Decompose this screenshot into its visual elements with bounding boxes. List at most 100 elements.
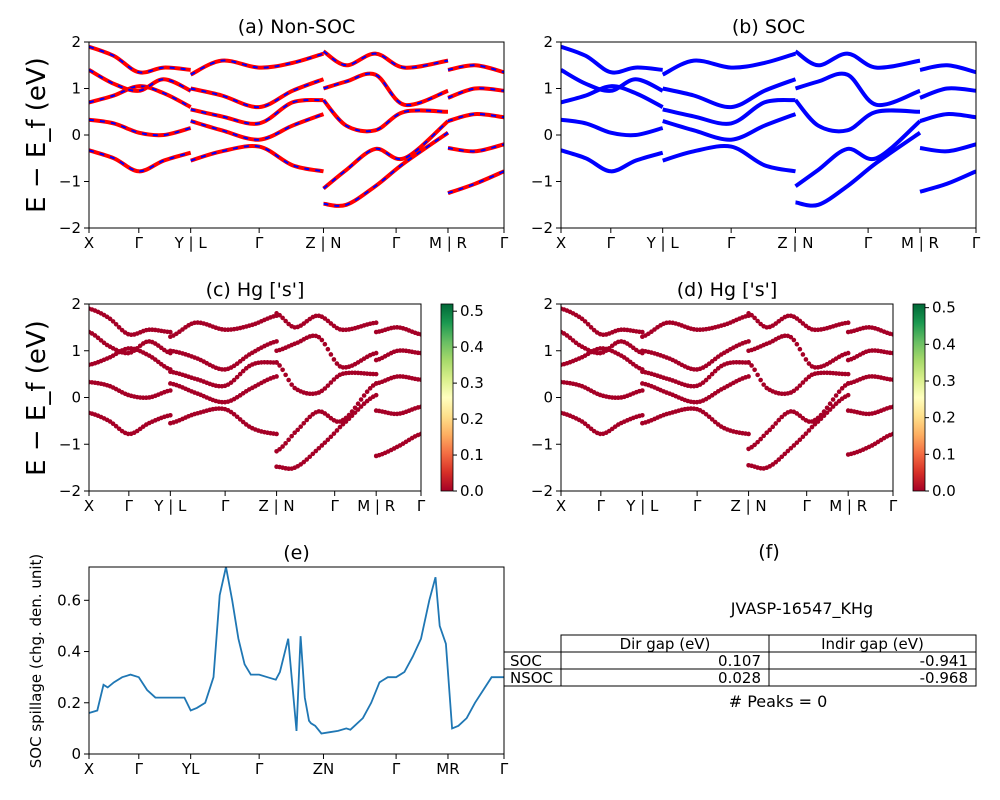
projection-point <box>758 377 763 383</box>
projection-point <box>277 446 282 452</box>
band-line-red <box>322 71 449 108</box>
projection-point <box>325 318 331 324</box>
projection-point <box>304 417 310 423</box>
projection-point <box>746 339 751 344</box>
projection-point <box>800 352 806 357</box>
projection-point <box>95 335 101 341</box>
table-cell-indir-gap: -0.941 <box>920 652 968 670</box>
panel-e-xtick-label: Γ <box>500 760 509 778</box>
projection-point <box>890 350 893 356</box>
panel-b-plot-area <box>561 44 976 208</box>
panel-c-ytick-label: −1 <box>59 435 81 453</box>
projection-point <box>797 383 803 388</box>
projection-point <box>292 430 297 436</box>
band-line-blue <box>662 97 796 126</box>
panel-b-xtick-label: Γ <box>727 234 736 252</box>
projection-point <box>794 386 800 391</box>
projection-point <box>806 361 812 366</box>
band-line-blue <box>561 117 664 138</box>
panel-a-ytick-label: −2 <box>59 219 81 237</box>
panel-c-frame <box>88 303 422 492</box>
projection-point <box>776 417 782 423</box>
band-line-red <box>190 144 324 174</box>
projection-point <box>334 428 340 433</box>
panel-d-xtick-label: X <box>556 497 566 515</box>
projection-point <box>890 404 893 410</box>
projection-point <box>803 431 809 436</box>
projection-point <box>809 424 815 430</box>
projection-point <box>280 315 285 321</box>
projection-point <box>764 430 769 436</box>
panel-f-gap-table: (f) JVASP-16547_KHg Dir gap (eV) Indir gap … <box>503 541 977 711</box>
panel-c-hg-s-projection: −2 −1 0 1 2 X Γ Y | L Γ Z | N Γ M | R Γ (c) Hg ['s'] 0… <box>59 279 484 515</box>
projection-point <box>328 434 334 440</box>
panel-b-soc-bands: −2 −1 0 1 2 X Γ Y | L Γ Z | N Γ M | R Γ (b) SOC <box>531 16 981 252</box>
projection-point <box>582 319 588 324</box>
panel-e-ytick-label: 0.2 <box>57 694 81 712</box>
projection-point <box>773 459 779 465</box>
projection-point <box>237 417 243 422</box>
projection-point <box>712 368 718 374</box>
projection-point <box>700 380 706 385</box>
panel-a-xtick-label: X <box>84 234 94 252</box>
projection-point <box>709 371 715 377</box>
panel-d-xtick-label: Γ <box>803 497 812 515</box>
projection-point <box>274 374 279 379</box>
panel-d-ytick-label: −1 <box>531 435 553 453</box>
panel-c-xtick-label: X <box>84 497 94 515</box>
projection-point <box>234 374 240 380</box>
projection-point <box>818 412 824 418</box>
projection-point <box>325 346 331 352</box>
panel-a-frame <box>88 41 505 229</box>
band-line-red <box>89 117 192 138</box>
projection-point <box>752 315 757 321</box>
projection-point <box>334 361 340 366</box>
panel-e-xtick-label: Γ <box>255 760 264 778</box>
projection-point <box>815 415 821 421</box>
panel-a-xtick-label: M | R <box>429 234 467 252</box>
projection-point <box>706 374 712 380</box>
projection-point <box>779 454 785 460</box>
band-line-blue <box>662 144 796 174</box>
panel-c-colorbar <box>440 303 454 492</box>
projection-point <box>346 412 352 418</box>
projection-point <box>839 386 845 391</box>
panel-e-ytick-label: 0.6 <box>57 591 81 609</box>
panel-c-ytick-label: −2 <box>59 482 81 500</box>
panel-d-colorbar-label: 0.2 <box>932 409 956 427</box>
band-line-blue <box>793 98 921 134</box>
projection-point <box>237 371 243 377</box>
projection-point <box>373 371 379 377</box>
panel-d-ytick-label: 2 <box>543 295 553 313</box>
band-line-blue <box>662 77 797 110</box>
projection-point <box>307 454 313 460</box>
table-header-dir-gap: Dir gap (eV) <box>620 635 711 653</box>
projection-point <box>274 339 279 344</box>
band-line-blue <box>661 51 797 77</box>
panel-a-nonsoc-bands: −2 −1 0 1 2 X Γ Y | L Γ Z | N Γ M | R Γ (a) Non-SOC <box>59 16 509 252</box>
projection-point <box>116 325 122 330</box>
panel-c-xtick-label: Γ <box>331 497 340 515</box>
band-line-blue-dashed <box>89 149 191 173</box>
panel-c-plot-area <box>89 306 421 472</box>
projection-point <box>373 350 379 356</box>
band-line-red <box>89 148 192 174</box>
projection-point <box>418 431 421 437</box>
panel-d-colorbar-label: 0.5 <box>932 299 956 317</box>
projection-point <box>797 437 803 443</box>
panel-d-colorbar-label: 0.4 <box>932 335 956 353</box>
projection-point <box>800 434 806 440</box>
band-line-red <box>447 142 504 154</box>
projection-point <box>352 405 358 411</box>
projection-point <box>833 393 839 398</box>
panel-b-title: (b) SOC <box>732 16 805 38</box>
projection-point <box>367 386 373 391</box>
panel-d-ytick-label: 1 <box>543 342 553 360</box>
projection-point <box>752 442 757 448</box>
panel-b-xtick-label: Γ <box>607 234 616 252</box>
panel-e-xtick-label: YL <box>181 760 200 778</box>
projection-point <box>606 346 612 351</box>
panel-c-colorbar-label: 0.5 <box>460 302 484 320</box>
projection-point <box>286 377 291 383</box>
panel-a-xtick-label: Γ <box>255 234 264 252</box>
